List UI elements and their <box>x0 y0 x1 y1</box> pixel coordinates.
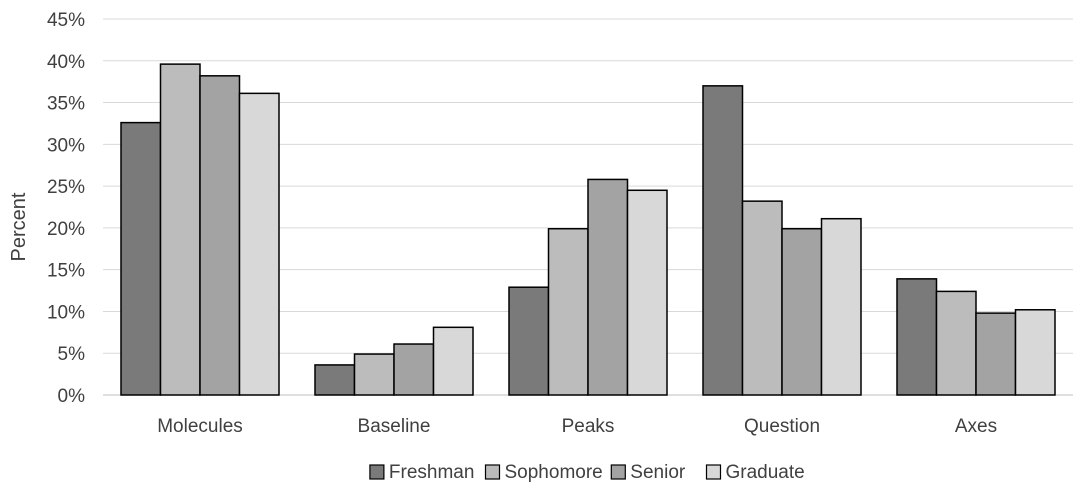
bar-senior-baseline <box>393 343 435 396</box>
legend: Freshman Sophomore Senior Graduate <box>369 462 805 483</box>
y-tick-label: 25% <box>47 177 85 198</box>
bar-freshman-axes <box>896 278 938 396</box>
y-tick-label: 15% <box>47 261 85 282</box>
bar-sophomore-question <box>741 200 783 396</box>
y-tick-label: 35% <box>47 94 85 115</box>
legend-label-graduate: Graduate <box>726 462 805 483</box>
legend-swatch-senior <box>610 464 626 480</box>
x-tick-label: Peaks <box>562 416 615 437</box>
y-tick-label: 40% <box>47 52 85 73</box>
bar-sophomore-axes <box>935 290 977 396</box>
bar-freshman-peaks <box>508 286 550 396</box>
y-tick-labels: 0% 5% 10% 15% 20% 25% 30% 35% 40% 45% <box>47 10 85 407</box>
bar-senior-axes <box>975 312 1017 396</box>
bar-sophomore-peaks <box>547 227 589 396</box>
y-tick-label: 45% <box>47 10 85 31</box>
bars <box>120 63 1056 396</box>
bar-graduate-peaks <box>626 189 668 396</box>
bar-sophomore-molecules <box>159 63 201 396</box>
y-tick-label: 5% <box>58 344 86 365</box>
y-tick-label: 20% <box>47 219 85 240</box>
bar-freshman-baseline <box>314 364 356 396</box>
x-tick-labels: Molecules Baseline Peaks Question Axes <box>157 416 997 437</box>
legend-label-senior: Senior <box>630 462 686 483</box>
legend-label-freshman: Freshman <box>389 462 475 483</box>
legend-swatch-sophomore <box>484 464 501 480</box>
legend-swatch-freshman <box>369 464 385 480</box>
x-tick-label: Question <box>744 416 820 437</box>
bar-senior-molecules <box>199 75 241 396</box>
bar-freshman-molecules <box>120 121 162 396</box>
legend-label-sophomore: Sophomore <box>505 462 603 483</box>
y-tick-label: 0% <box>58 386 86 407</box>
bar-graduate-axes <box>1014 309 1056 396</box>
legend-swatch-graduate <box>705 464 722 480</box>
y-tick-label: 10% <box>47 302 85 323</box>
bar-sophomore-baseline <box>353 353 395 396</box>
y-tick-label: 30% <box>47 135 85 156</box>
bar-graduate-baseline <box>432 326 474 396</box>
y-axis-label: Percent <box>8 192 30 261</box>
bar-freshman-question <box>702 85 744 396</box>
x-tick-label: Baseline <box>358 416 431 437</box>
bar-graduate-molecules <box>238 92 280 396</box>
x-tick-label: Molecules <box>157 416 243 437</box>
bar-senior-question <box>781 227 823 396</box>
bar-graduate-question <box>820 217 862 396</box>
bar-senior-peaks <box>587 178 629 396</box>
x-tick-label: Axes <box>955 416 997 437</box>
